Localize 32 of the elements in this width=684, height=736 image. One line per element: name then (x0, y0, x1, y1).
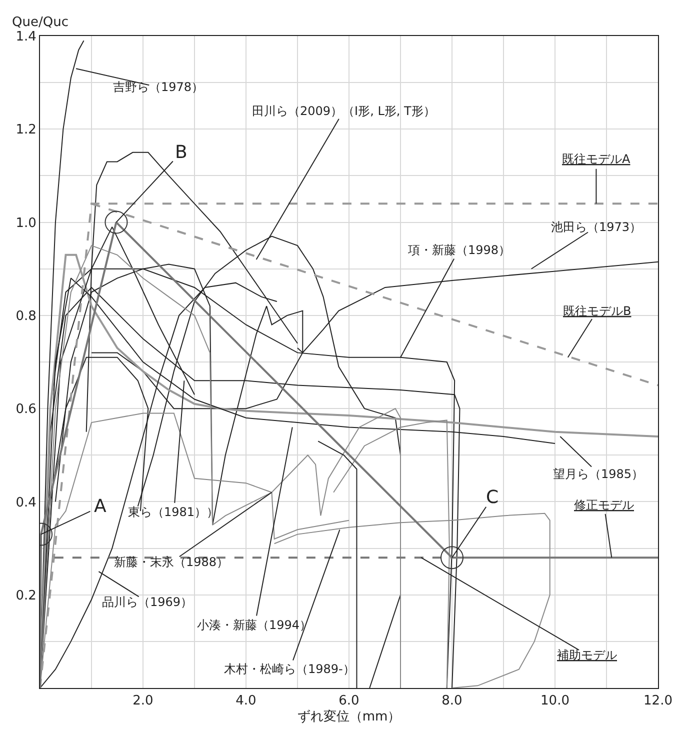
annotation: 新藤・末永（1988） (114, 555, 229, 569)
x-tick-label: 8.0 (442, 694, 462, 709)
annotation: 修正モデル (574, 498, 634, 512)
y-tick-label: 1.4 (16, 30, 36, 45)
x-tick-label: 12.0 (644, 694, 672, 709)
y-tick-label: 1.2 (16, 122, 36, 138)
annotation: 田川ら（2009）（I形, L形, T形） (252, 104, 436, 118)
annotation: 項・新藤（1998） (407, 243, 511, 257)
x-tick-label: 2.0 (132, 694, 154, 709)
annotation: 望月ら（1985） (553, 467, 644, 481)
y-tick-label: 0.4 (16, 495, 36, 510)
y-tick-label: 0.8 (16, 308, 36, 324)
annotation: 品川ら（1969） (102, 595, 193, 609)
x-axis-title: ずれ変位（mm） (297, 708, 401, 725)
annotation: 木村・松崎ら（1989-） (224, 662, 355, 676)
y-tick-label: 0.6 (16, 402, 36, 418)
annotation: A (94, 496, 107, 517)
y-tick-label: 1.0 (16, 216, 36, 231)
annotation: C (486, 487, 499, 508)
annotation: 東ら（1981）） (128, 505, 219, 519)
annotation: B (175, 142, 188, 163)
annotation: 既往モデルB (563, 304, 632, 318)
annotation: 吉野ら（1978） (113, 80, 204, 94)
annotation: 補助モデル (557, 648, 617, 662)
y-axis-title: Que/Quc (12, 15, 68, 30)
x-tick-label: 6.0 (338, 694, 360, 709)
annotation: 既往モデルA (562, 152, 631, 166)
x-tick-label: 10.0 (540, 694, 570, 709)
y-tick-label: 0.2 (16, 588, 36, 604)
x-tick-label: 4.0 (236, 694, 256, 709)
annotation: 小湊・新藤（1994） (197, 618, 312, 632)
annotation: 池田ら（1973） (551, 220, 642, 234)
